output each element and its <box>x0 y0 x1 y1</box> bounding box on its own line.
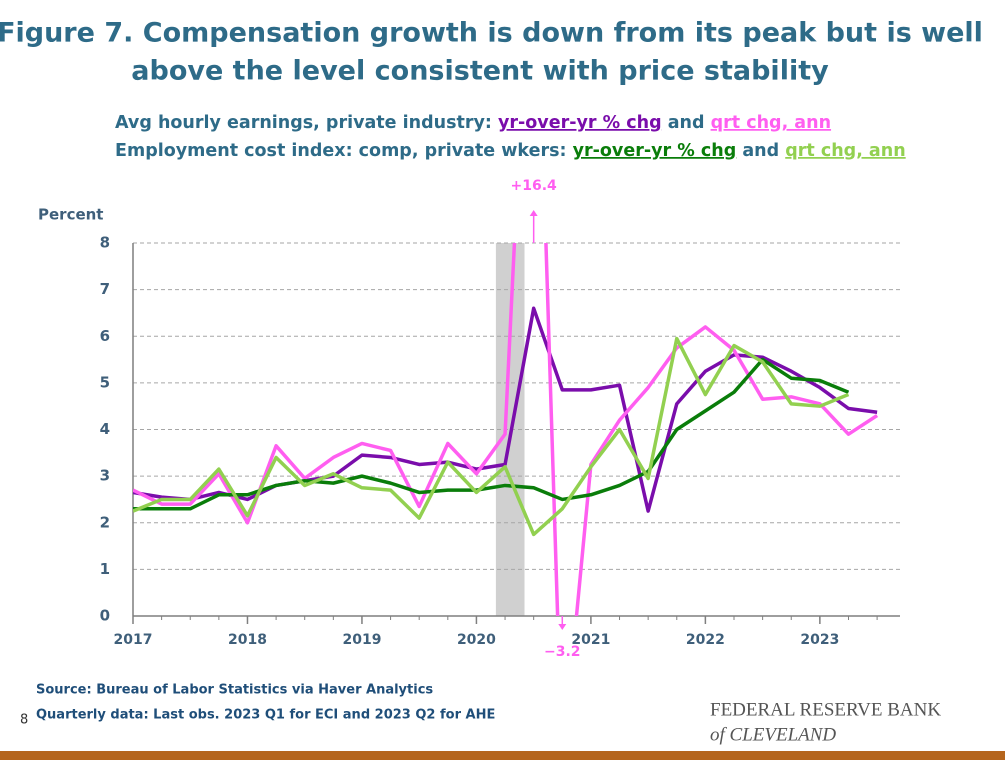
y-tick-label: 8 <box>100 234 110 252</box>
y-axis-label: Percent <box>38 206 103 224</box>
y-tick-label: 7 <box>100 280 110 298</box>
arrow-head <box>529 210 538 216</box>
title-line: above the level consistent with price st… <box>131 56 829 87</box>
x-tick-label: 2022 <box>686 632 725 648</box>
legend-label: Avg hourly earnings, private industry: <box>115 113 492 133</box>
y-tick-label: 5 <box>100 373 110 391</box>
page-number: 8 <box>20 713 28 728</box>
legend-entry: yr-over-yr % chg <box>573 141 737 161</box>
legend-entry: yr-over-yr % chg <box>498 113 662 133</box>
legend-joiner: and <box>742 141 779 161</box>
y-tick-label: 4 <box>100 420 110 438</box>
y-tick-label: 0 <box>100 607 110 625</box>
plot: 0 1 2 3 4 5 6 7 8 2017 2018 2019 2020 2021 2022 2023 +16… <box>100 178 900 660</box>
legend-label: Employment cost index: comp, private wke… <box>115 141 567 161</box>
y-tick-label: 6 <box>100 327 110 345</box>
logo-line: FEDERAL RESERVE BANK <box>710 699 941 720</box>
arrow-head <box>558 624 567 630</box>
data-note: Quarterly data: Last obs. 2023 Q1 for EC… <box>36 708 495 723</box>
source-note: Source: Bureau of Labor Statistics via H… <box>36 683 433 698</box>
x-tick-label: 2018 <box>228 632 267 648</box>
y-tick-label: 2 <box>100 513 110 531</box>
footer-bar <box>0 751 1005 760</box>
logo-line: of CLEVELAND <box>710 724 836 745</box>
y-tick-label: 1 <box>100 560 110 578</box>
legend-entry: qrt chg, ann <box>711 113 831 133</box>
x-tick-label: 2019 <box>342 632 381 648</box>
title-line: Figure 7. Compensation growth is down fr… <box>0 18 983 49</box>
legend-joiner: and <box>668 113 705 133</box>
x-tick-label: 2017 <box>114 632 153 648</box>
legend-line: Avg hourly earnings, private industry: y… <box>115 113 831 133</box>
x-tick-label: 2020 <box>457 632 496 648</box>
x-tick-label: 2021 <box>571 632 610 648</box>
series-line <box>133 336 850 537</box>
legend-entry: qrt chg, ann <box>785 141 905 161</box>
data-label: −3.2 <box>544 644 581 660</box>
legend: Avg hourly earnings, private industry: y… <box>115 113 906 161</box>
data-label: +16.4 <box>511 178 558 194</box>
y-tick-label: 3 <box>100 467 110 485</box>
x-tick-label: 2023 <box>800 632 839 648</box>
series-line <box>133 357 850 511</box>
legend-line: Employment cost index: comp, private wke… <box>115 141 906 161</box>
